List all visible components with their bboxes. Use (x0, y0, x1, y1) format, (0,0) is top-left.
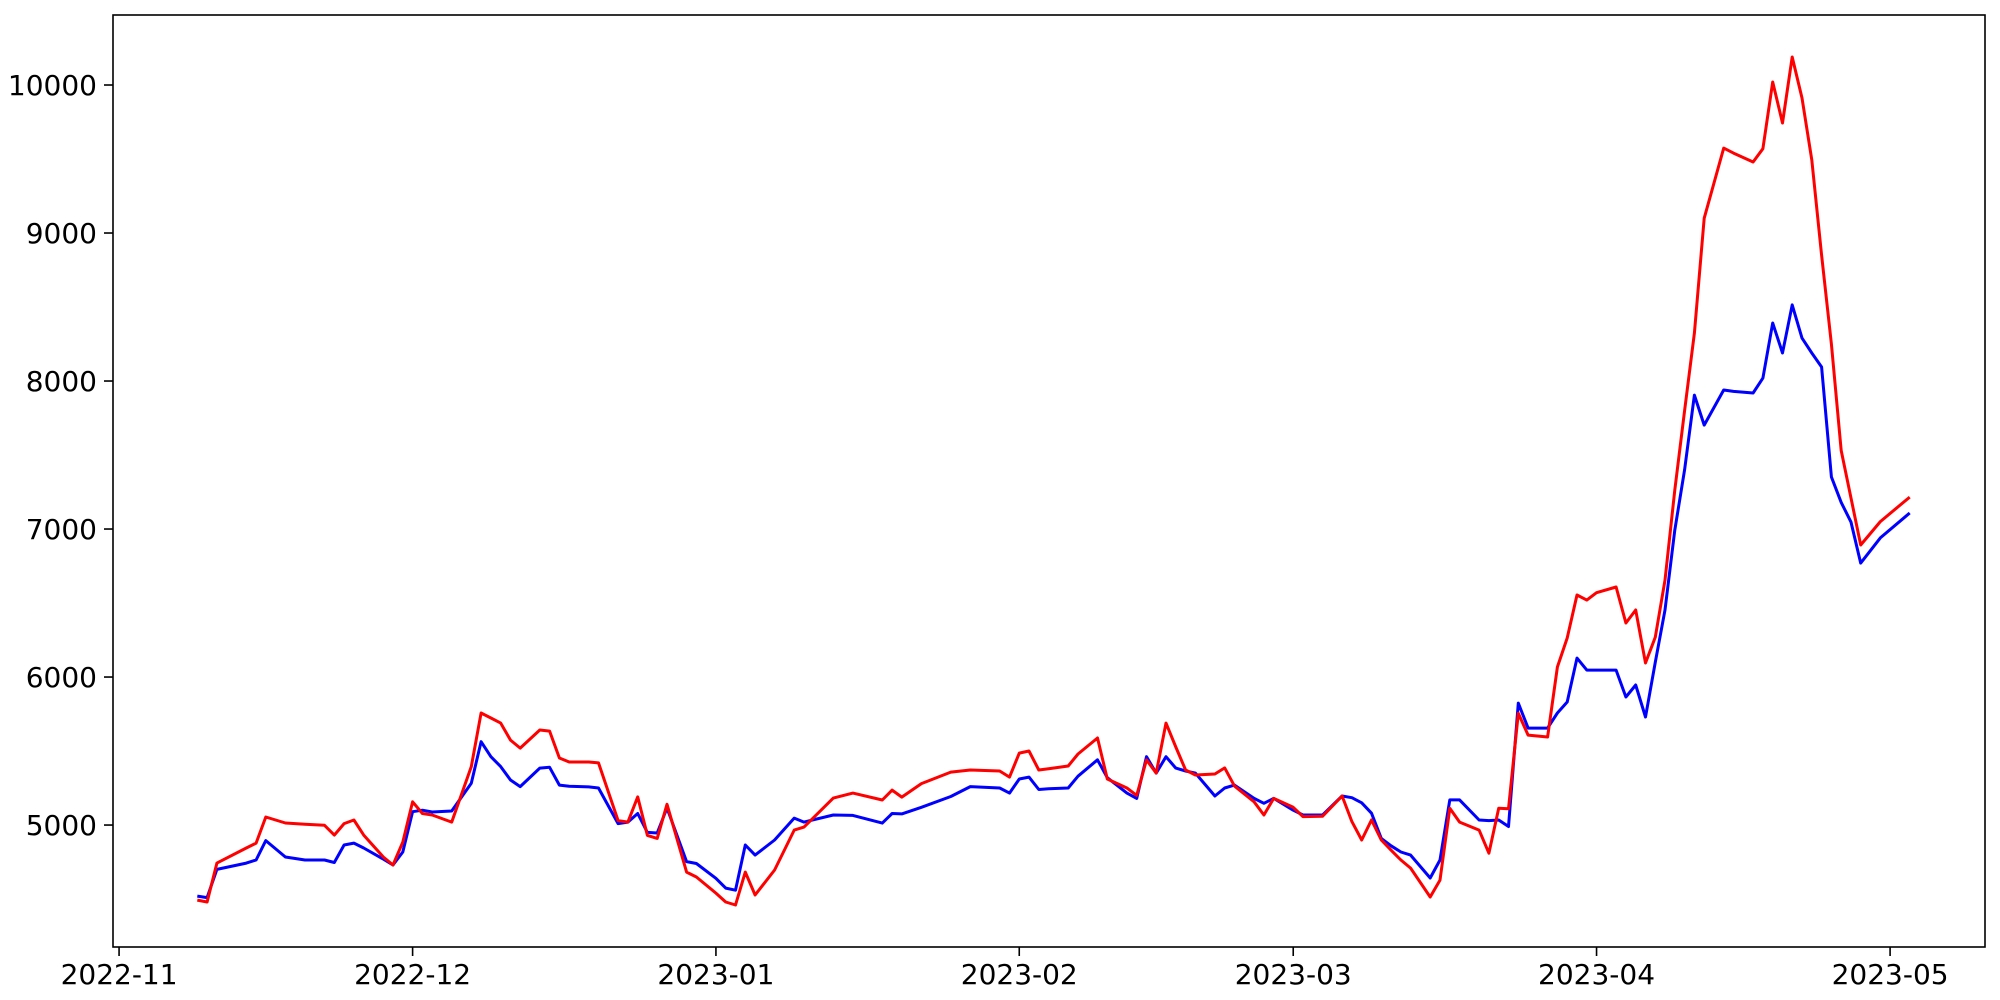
x-tick-label: 2023-05 (1832, 958, 1949, 991)
x-tick-label: 2023-02 (961, 958, 1078, 991)
y-tick-label: 7000 (26, 513, 97, 546)
x-tick-label: 2022-12 (354, 958, 471, 991)
y-tick-label: 10000 (8, 69, 97, 102)
y-tick-label: 8000 (26, 365, 97, 398)
x-tick-label: 2023-01 (657, 958, 774, 991)
blue-series-line (197, 303, 1911, 900)
red-series-line (197, 55, 1911, 907)
x-tick-label: 2022-11 (61, 958, 178, 991)
y-tick-label: 6000 (26, 661, 97, 694)
x-tick-label: 2023-04 (1538, 958, 1655, 991)
y-tick-label: 5000 (26, 809, 97, 842)
plot-border (112, 14, 1986, 948)
x-tick-label: 2023-03 (1235, 958, 1352, 991)
y-tick-label: 9000 (26, 217, 97, 250)
